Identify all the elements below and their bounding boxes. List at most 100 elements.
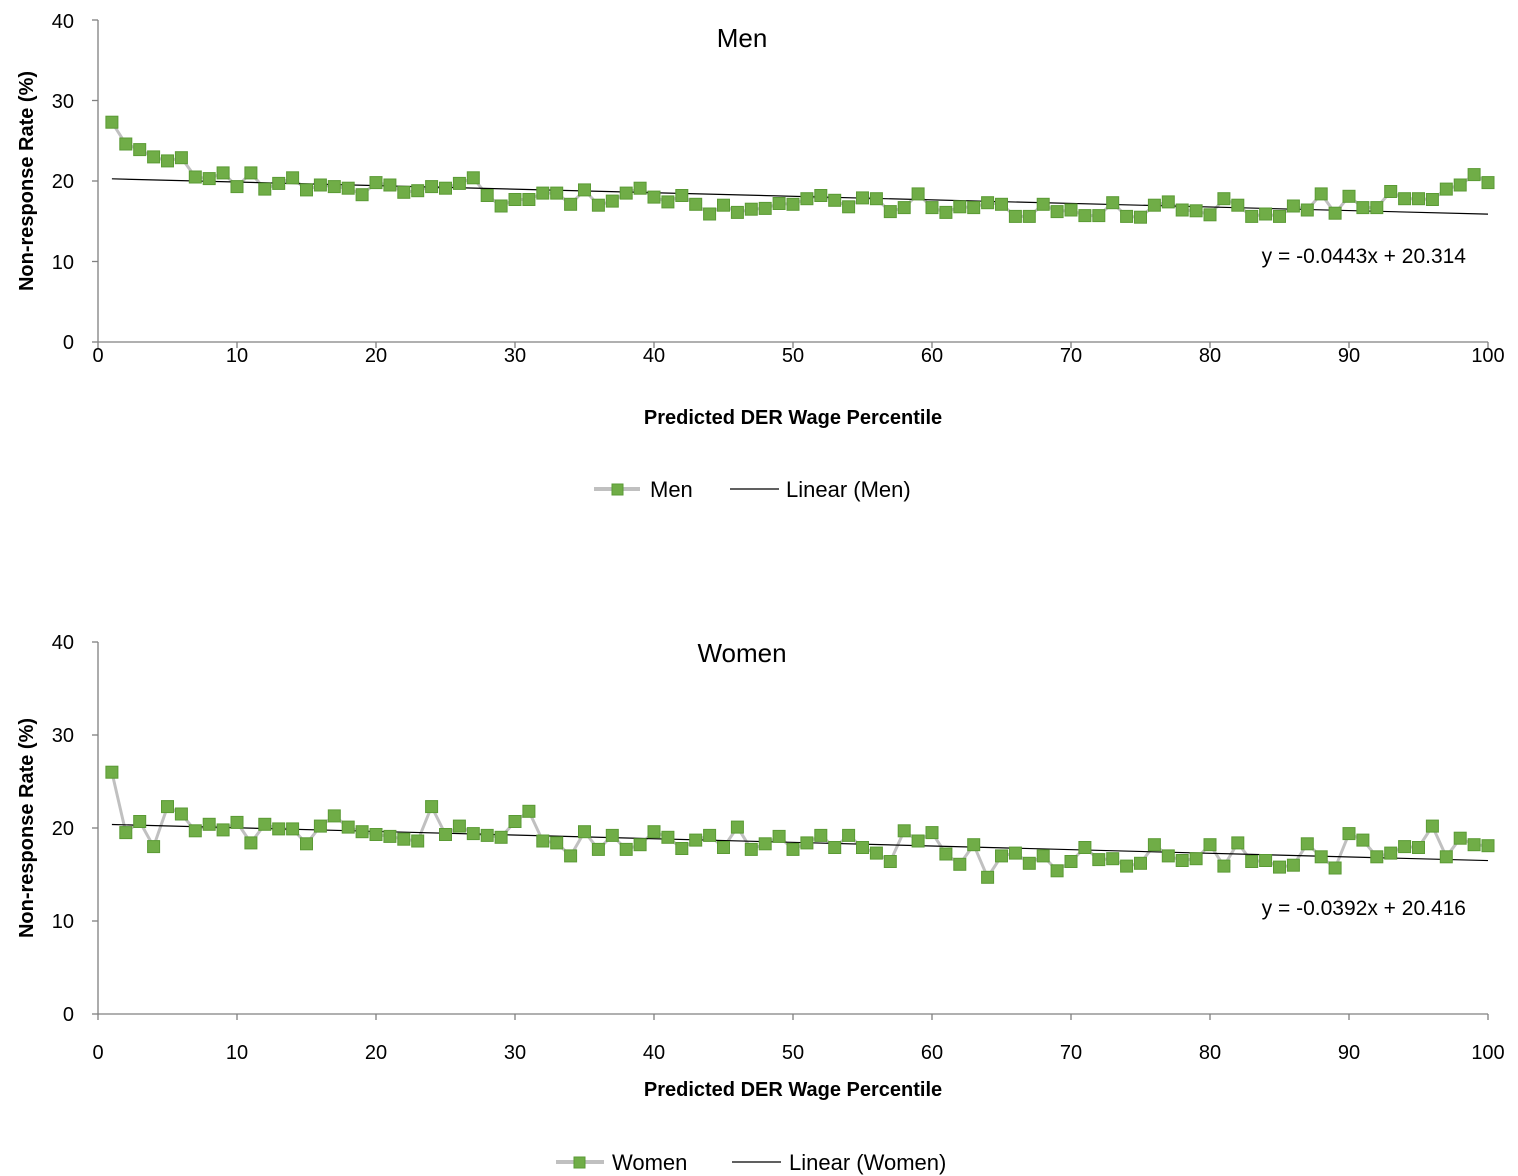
women-x-tick-label: 0: [92, 1042, 103, 1064]
women-data-point: [536, 834, 550, 848]
women-data-point: [911, 834, 925, 848]
women-data-point: [147, 840, 161, 854]
men-data-point: [591, 198, 605, 212]
men-data-point: [383, 178, 397, 192]
men-data-point: [1412, 192, 1425, 206]
women-data-point: [856, 841, 869, 854]
men-data-point: [300, 183, 313, 197]
women-data-point: [1134, 856, 1147, 870]
men-data-point: [244, 166, 258, 180]
women-data-point: [1412, 841, 1425, 854]
women-data-point: [397, 832, 411, 846]
men-data-point: [411, 184, 425, 198]
men-data-point: [425, 180, 439, 194]
men-data-point: [1439, 182, 1453, 196]
women-data-point: [286, 822, 300, 836]
men-data-point: [883, 205, 897, 219]
men-x-tick-label: 80: [1199, 345, 1221, 367]
men-data-point: [911, 187, 925, 201]
men-data-point: [313, 178, 327, 192]
women-data-point: [425, 800, 439, 814]
women-data-point: [814, 828, 828, 842]
men-x-tick-label: 40: [643, 345, 665, 367]
men-data-point: [272, 176, 286, 190]
women-data-point: [119, 826, 133, 840]
women-data-point: [272, 822, 286, 836]
women-x-tick-label: 60: [921, 1042, 943, 1064]
men-data-point: [800, 192, 814, 206]
men-data-point: [1203, 208, 1217, 222]
women-y-tick-label: 10: [52, 911, 74, 933]
men-data-point: [286, 171, 300, 185]
women-data-point: [786, 842, 800, 856]
women-x-tick-label: 40: [643, 1042, 665, 1064]
men-data-point: [550, 186, 564, 200]
men-data-point: [786, 197, 800, 211]
men-y-tick-label: 40: [52, 11, 74, 33]
women-data-point: [1064, 855, 1078, 868]
women-x-tick-label: 80: [1199, 1042, 1221, 1064]
men-data-point: [480, 189, 494, 202]
men-data-point: [1092, 209, 1106, 223]
men-x-tick-label: 20: [365, 345, 387, 367]
women-data-point: [1092, 853, 1106, 867]
men-trend-line: [111, 178, 1489, 215]
men-data-point: [703, 207, 717, 221]
women-y-tick-label: 30: [52, 725, 74, 747]
women-data-point: [1050, 864, 1064, 878]
women-data-point: [480, 828, 494, 842]
women-legend: Women Linear (Women): [556, 1150, 946, 1175]
men-data-point: [1175, 203, 1189, 217]
men-data-point: [1453, 178, 1467, 192]
men-data-point: [1050, 205, 1064, 219]
women-data-point: [619, 842, 633, 856]
women-data-point: [494, 830, 508, 844]
women-data-point: [897, 824, 911, 838]
women-data-point: [703, 828, 717, 842]
women-data-point: [1231, 836, 1245, 850]
women-data-point: [1147, 838, 1161, 852]
men-data-point: [230, 180, 244, 194]
men-data-point: [1356, 201, 1370, 215]
women-data-point: [1259, 854, 1273, 867]
women-data-point: [355, 825, 369, 839]
men-data-point: [397, 185, 411, 199]
men-data-point: [1064, 203, 1078, 217]
women-data-point: [522, 804, 536, 818]
women-data-point: [564, 849, 578, 863]
men-chart: Men Non-response Rate (%) 0 10 20 30 40 …: [16, 11, 1505, 502]
men-trendline-equation: y = -0.0443x + 20.314: [1262, 245, 1467, 268]
men-data-point: [1273, 209, 1286, 223]
women-legend-label: Women: [612, 1150, 687, 1175]
women-y-tick-label: 40: [52, 632, 74, 654]
men-data-point: [981, 196, 995, 210]
men-data-point: [1036, 197, 1050, 211]
women-data-point: [1189, 852, 1203, 866]
women-x-tick-label: 90: [1338, 1042, 1360, 1064]
men-data-point: [1161, 195, 1175, 209]
men-y-tick-labels: 0 10 20 30 40: [52, 11, 74, 354]
women-data-point: [953, 857, 967, 871]
men-data-point: [772, 197, 786, 210]
women-data-point: [1022, 856, 1036, 870]
women-data-point: [188, 824, 202, 838]
women-data-point: [1439, 850, 1453, 864]
men-x-tick-label: 0: [92, 345, 103, 367]
women-data-point: [1384, 846, 1398, 860]
men-data-point: [897, 201, 911, 215]
women-data-point: [411, 834, 425, 848]
men-data-point: [1300, 203, 1314, 217]
men-data-point: [341, 181, 355, 195]
women-data-point: [1273, 860, 1286, 874]
men-data-point: [522, 193, 536, 206]
women-data-point: [995, 849, 1008, 863]
women-data-point: [1203, 838, 1217, 852]
women-x-tick-label: 70: [1060, 1042, 1082, 1064]
men-data-point: [1259, 207, 1273, 221]
women-x-tick-label: 30: [504, 1042, 526, 1064]
men-data-point: [1384, 185, 1398, 198]
men-data-point: [661, 195, 675, 209]
men-data-point: [605, 194, 619, 208]
women-data-point: [1008, 846, 1022, 860]
women-x-tick-label: 20: [365, 1042, 387, 1064]
